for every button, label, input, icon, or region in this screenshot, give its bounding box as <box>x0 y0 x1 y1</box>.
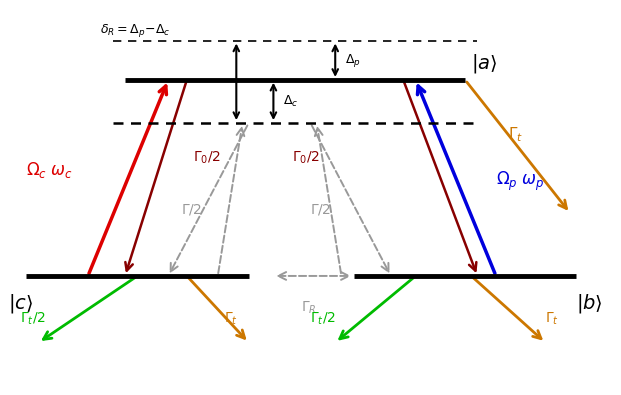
Text: $\Gamma_t$: $\Gamma_t$ <box>545 311 560 327</box>
Text: $\Gamma_t$: $\Gamma_t$ <box>224 311 238 327</box>
Text: $\Gamma_R$: $\Gamma_R$ <box>301 299 317 316</box>
Text: $|b\rangle$: $|b\rangle$ <box>576 292 603 315</box>
Text: $|c\rangle$: $|c\rangle$ <box>7 292 33 315</box>
Text: $\Gamma/2$: $\Gamma/2$ <box>181 202 202 217</box>
Text: $\Omega_c\;\omega_c$: $\Omega_c\;\omega_c$ <box>26 160 73 180</box>
Text: $\Gamma_t/2$: $\Gamma_t/2$ <box>310 311 336 327</box>
Text: $\Delta_c$: $\Delta_c$ <box>283 94 298 109</box>
Text: $\Gamma_t$: $\Gamma_t$ <box>509 125 524 144</box>
Text: $\Gamma_t/2$: $\Gamma_t/2$ <box>20 311 45 327</box>
Text: $\Gamma_0/2$: $\Gamma_0/2$ <box>193 150 221 166</box>
Text: $\Gamma_0/2$: $\Gamma_0/2$ <box>292 150 320 166</box>
Text: $\Gamma/2$: $\Gamma/2$ <box>310 202 332 217</box>
Text: $|a\rangle$: $|a\rangle$ <box>471 52 497 75</box>
Text: $\delta_R=\Delta_p\!-\!\Delta_c$: $\delta_R=\Delta_p\!-\!\Delta_c$ <box>101 22 171 40</box>
Text: $\Omega_p\;\omega_p$: $\Omega_p\;\omega_p$ <box>496 170 544 194</box>
Text: $\Delta_p$: $\Delta_p$ <box>345 52 360 69</box>
